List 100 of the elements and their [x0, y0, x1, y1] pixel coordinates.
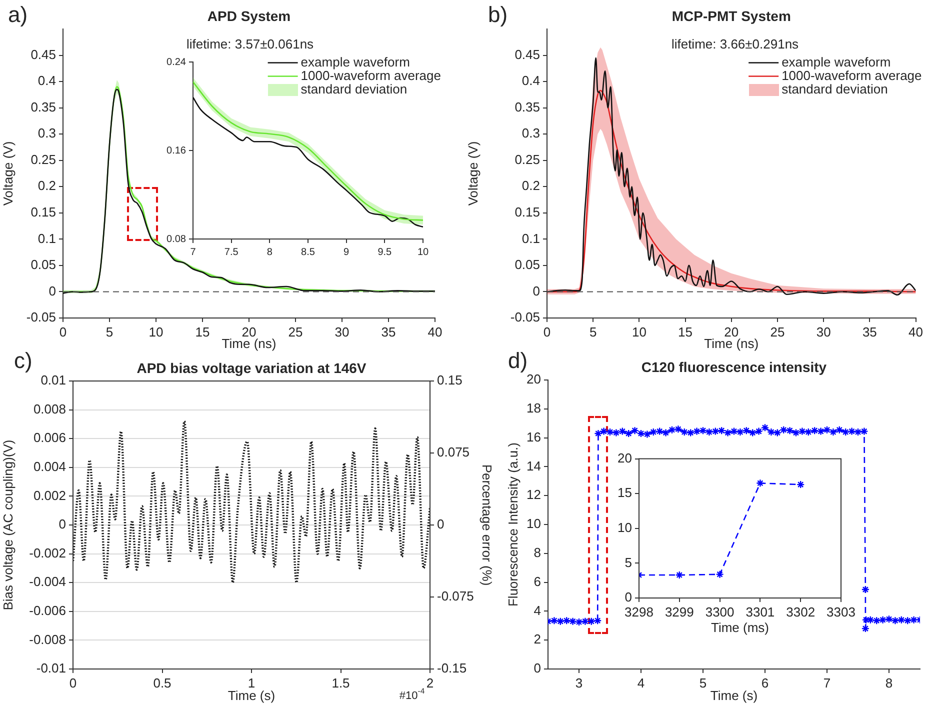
y-tick-label: 0.35 [514, 99, 540, 114]
y-tick-label: 16 [526, 429, 541, 444]
y-tick-label: 0.4 [522, 73, 540, 88]
point [756, 479, 764, 488]
x-tick-label: 10 [417, 246, 429, 258]
y-axis-title: Bias voltage (AC coupling)(V) [0, 440, 16, 610]
y-tick-label: 12 [526, 487, 541, 502]
point [796, 480, 805, 489]
x-tick-label: 25 [770, 324, 785, 340]
x-axis-title: Time (ms) [710, 620, 770, 635]
y-tick-label: 0.15 [30, 204, 56, 220]
x-tick-label: 40 [908, 324, 924, 340]
x-tick-label: 15 [678, 324, 693, 340]
x-tick-label: 1 [248, 675, 256, 690]
x-tick-label: 3303 [826, 604, 856, 620]
annotation: standard deviation [782, 81, 888, 96]
y-tick-label: 2 [534, 632, 541, 647]
y-tick-label: 0.25 [30, 152, 56, 167]
y-tick-label: 0.45 [30, 46, 56, 62]
x-axis-title: Time (s) [710, 688, 758, 703]
y-tick-label: 0.24 [166, 56, 186, 68]
y-tick-label: 0.45 [514, 46, 540, 62]
x-tick-label: 1.5 [332, 675, 350, 690]
text: a) [8, 2, 28, 28]
text: b) [488, 2, 508, 28]
x-tick-label: 8 [885, 675, 893, 690]
x-tick-label: 30 [334, 324, 350, 340]
x-tick-label: 0.5 [153, 675, 172, 690]
legend-label: 1000-waveform average [300, 68, 442, 83]
x-tick-label: 5 [106, 324, 114, 340]
y-tick-label: 0.006 [33, 430, 66, 446]
x-tick-label: 3300 [705, 604, 734, 620]
y-tick-label: 0 [58, 516, 66, 532]
line-series [73, 420, 430, 584]
x-tick-label: 9.5 [378, 246, 392, 258]
y-tick-label: 0 [534, 660, 541, 676]
y-tick-label: 0.004 [33, 458, 66, 474]
y-axis-title: Fluorescence Intensity (a.u.) [505, 442, 520, 607]
y-tick-label: 0.01 [40, 372, 66, 388]
y-tick-label: 0 [624, 590, 632, 605]
x-tick-label: 9 [344, 246, 350, 258]
y-tick-label: 8 [534, 544, 541, 560]
text: c) [14, 348, 32, 374]
x-tick-label: 3299 [664, 604, 694, 620]
legend-label: 1000-waveform average [782, 68, 922, 83]
x-tick-label: 8.5 [301, 246, 316, 258]
x-tick-label: 25 [288, 324, 303, 340]
x-tick-label: 3302 [786, 604, 816, 620]
x-tick-label: 6 [761, 675, 769, 690]
annotation: standard deviation [300, 81, 408, 96]
y-tick-label: 15 [618, 485, 632, 500]
x-tick-label: 40 [428, 324, 442, 340]
y-tick-label: 0.1 [522, 230, 540, 246]
y-tick-label: 0.008 [33, 401, 66, 416]
legend-label: example waveform [782, 54, 891, 70]
y-tick-label: 20 [618, 450, 632, 466]
y-tick-label: 0.08 [166, 234, 186, 245]
y-tick-label: 10 [618, 520, 632, 535]
y2-tick-label: -0.15 [437, 660, 467, 676]
x-tick-label: 0 [543, 324, 551, 340]
y2-tick-label: -0.075 [437, 588, 474, 604]
chart-title: C120 fluorescence intensity [641, 358, 827, 375]
y-tick-label: 0.4 [38, 73, 56, 88]
y-tick-label: 14 [526, 458, 541, 474]
y2-tick-label: 0.15 [437, 372, 462, 388]
y2-tick-label: 0 [437, 516, 444, 532]
x-tick-label: 35 [862, 324, 877, 340]
y-tick-label: -0.05 [26, 310, 56, 325]
y-axis-title: Voltage (V) [465, 141, 480, 206]
x-tick-label: 15 [195, 324, 210, 340]
y2-axis-title: Percentage error (%) [480, 464, 495, 586]
chart-title: APD bias voltage variation at 146V [136, 360, 367, 376]
y-tick-label: 20 [526, 372, 541, 387]
x-tick-label: 7 [190, 246, 196, 258]
y-tick-label: 0.1 [38, 230, 56, 246]
y-tick-label: 6 [534, 574, 541, 589]
y-tick-label: 5 [624, 554, 632, 570]
x-tick-label: 3 [575, 675, 583, 690]
point [716, 570, 724, 578]
x-tick-label: 3301 [746, 604, 775, 620]
x-tick-label: 4 [637, 675, 645, 690]
x-tick-label: 35 [381, 324, 396, 340]
chart-title: APD System [207, 8, 291, 24]
x-tick-label: 30 [816, 324, 831, 340]
y-tick-label: 0.25 [514, 152, 540, 167]
y-axis-title: Voltage (V) [0, 141, 16, 206]
y-tick-label: 0.2 [38, 178, 56, 194]
x-axis-title: Time (s) [228, 688, 276, 703]
y-tick-label: 0 [532, 283, 540, 298]
x-tick-label: 7.5 [224, 246, 239, 258]
annotation: lifetime: 3.57±0.061ns [186, 36, 314, 52]
y-tick-label: -0.006 [29, 602, 66, 618]
point [675, 570, 684, 580]
y-tick-label: -0.05 [510, 310, 540, 325]
text: d) [508, 348, 528, 374]
y-tick-label: -0.008 [29, 632, 66, 647]
x-tick-label: 2 [426, 675, 434, 690]
y-tick-label: 18 [526, 400, 541, 416]
x-tick-label: 5 [699, 675, 707, 690]
y-tick-label: -0.004 [29, 574, 66, 590]
